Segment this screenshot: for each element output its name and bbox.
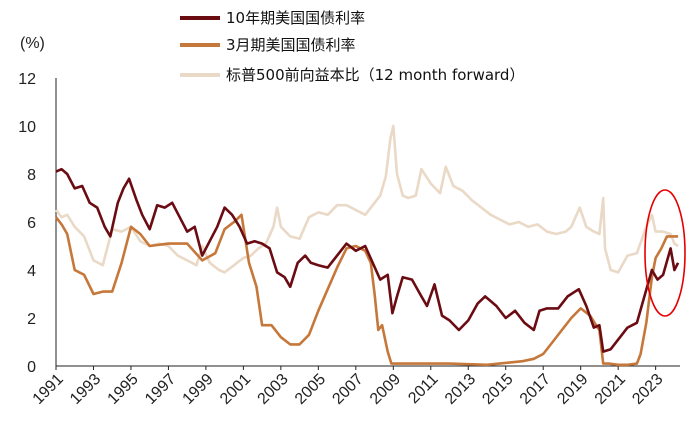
x-tick-label: 2009	[367, 371, 404, 408]
x-tick-label: 2005	[292, 371, 329, 408]
x-tick-label: 2003	[255, 371, 292, 408]
legend: 10年期美国国债利率 3月期美国国债利率 标普500前向益本比（12 month…	[180, 9, 524, 84]
x-tick-label: 1995	[105, 371, 142, 408]
series-line-3m	[54, 213, 679, 367]
y-axis-unit-label: (%)	[20, 35, 45, 52]
y-tick-label: 10	[18, 119, 36, 136]
legend-label-3m: 3月期美国国债利率	[226, 36, 356, 54]
y-tick-label: 4	[27, 263, 36, 280]
y-tick-label: 2	[27, 311, 36, 328]
x-tick-label: 2011	[405, 371, 441, 407]
series-line-sp500	[54, 124, 679, 274]
x-ticks: 1991 1993 1995 1997 1999 2001 2003 2005 2007 2009…	[30, 366, 667, 408]
x-tick-label: 1991	[30, 371, 67, 408]
y-ticks: 0 2 4 6 8 10 12	[18, 71, 36, 376]
y-tick-label: 0	[27, 359, 36, 376]
y-tick-label: 8	[27, 167, 36, 184]
x-tick-label: 2019	[554, 371, 591, 408]
legend-label-10y: 10年期美国国债利率	[226, 9, 365, 27]
y-tick-label: 6	[27, 215, 36, 232]
x-tick-label: 2015	[479, 371, 516, 408]
series-layer	[54, 124, 680, 367]
x-tick-label: 1993	[67, 371, 104, 408]
highlight-ellipse	[644, 189, 686, 317]
x-tick-label: 2001	[217, 371, 254, 408]
y-tick-label: 12	[18, 71, 36, 88]
x-tick-label: 2007	[329, 371, 366, 408]
x-tick-label: 2021	[592, 371, 629, 408]
x-tick-label: 1997	[142, 371, 179, 408]
legend-label-sp500: 标普500前向益本比（12 month forward）	[226, 66, 524, 84]
x-tick-label: 2023	[629, 371, 666, 408]
x-tick-label: 1999	[180, 371, 217, 408]
x-tick-label: 2013	[442, 371, 479, 408]
series-line-10y	[55, 167, 680, 353]
x-tick-label: 2017	[517, 371, 554, 408]
